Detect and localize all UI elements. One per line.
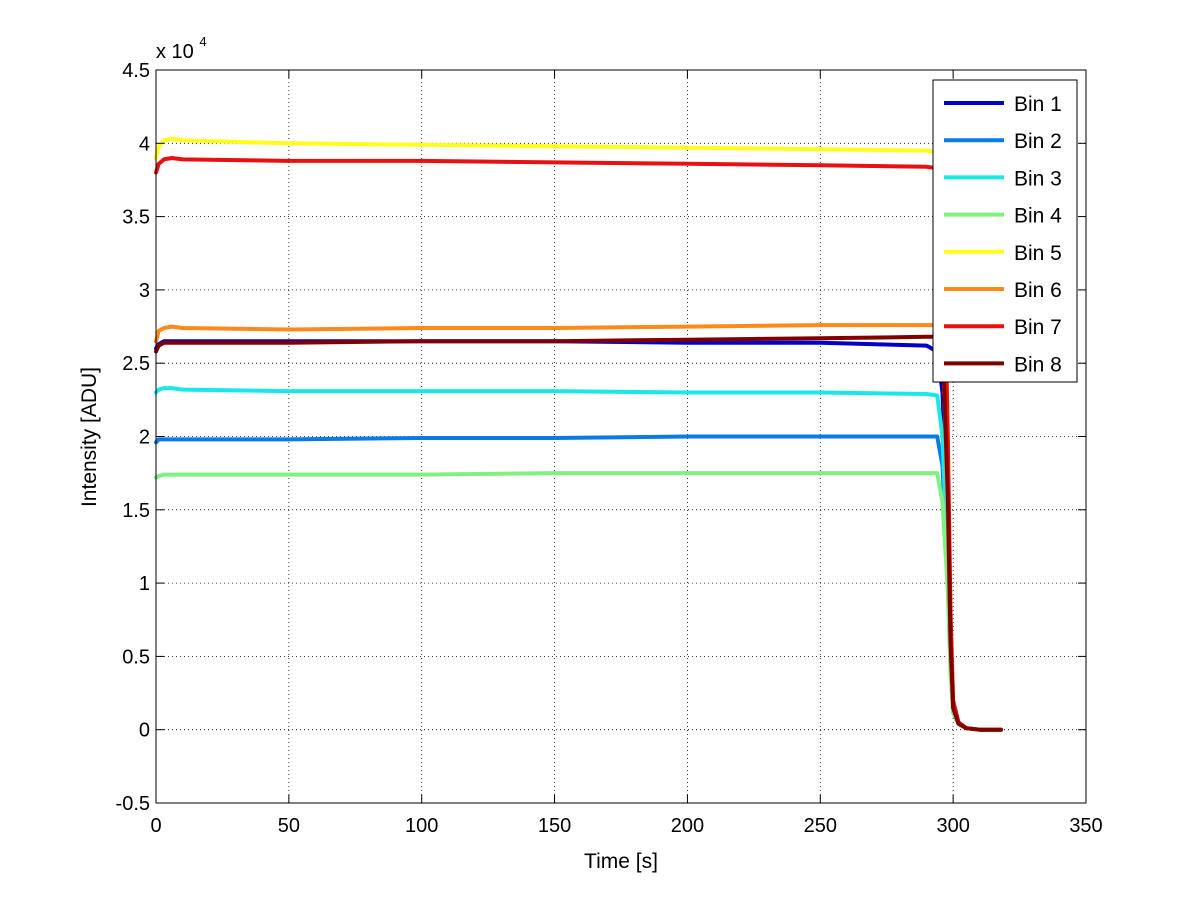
x-tick-label: 100 bbox=[405, 815, 438, 837]
legend-label: Bin 3 bbox=[1014, 167, 1062, 190]
y-tick-label: 2 bbox=[139, 427, 150, 449]
y-tick-label: 3.5 bbox=[122, 207, 150, 229]
x-tick-label: 300 bbox=[936, 815, 969, 837]
x-tick-label: 200 bbox=[671, 815, 704, 837]
series-line-bin-8 bbox=[154, 334, 1003, 732]
y-tick-label: 4 bbox=[139, 133, 150, 155]
y-tick-label: 1 bbox=[139, 573, 150, 595]
y-tick-label: -0.5 bbox=[116, 793, 150, 815]
y-tick-label: 1.5 bbox=[122, 500, 150, 522]
legend: Bin 1 Bin 2 Bin 3 Bin 4 Bin 5 Bin 6 Bin 7 Bin 8 bbox=[932, 79, 1078, 383]
x-tick-label: 0 bbox=[150, 815, 161, 837]
legend-label: Bin 7 bbox=[1014, 316, 1062, 339]
y-tick-label: 0.5 bbox=[122, 646, 150, 668]
legend-box bbox=[932, 79, 1078, 383]
legend-label: Bin 2 bbox=[1014, 130, 1062, 153]
series-lines bbox=[154, 136, 1003, 732]
y-tick-label: 2.5 bbox=[122, 353, 150, 375]
y-tick-label: 0 bbox=[139, 720, 150, 742]
legend-label: Bin 6 bbox=[1014, 279, 1062, 302]
legend-label: Bin 5 bbox=[1014, 242, 1062, 265]
y-tick-label: 3 bbox=[139, 280, 150, 302]
y-tick-label: 4.5 bbox=[122, 60, 150, 82]
x-tick-label: 50 bbox=[278, 815, 300, 837]
y-multiplier-exponent: 4 bbox=[199, 34, 206, 49]
axis-ticks: 0 50 100 150 200 250 300 350-0.500.511.522.533.… bbox=[116, 60, 1103, 837]
legend-label: Bin 1 bbox=[1014, 93, 1062, 116]
y-axis-label: Intensity [ADU] bbox=[78, 367, 101, 507]
x-tick-label: 250 bbox=[804, 815, 837, 837]
x-tick-label: 150 bbox=[538, 815, 571, 837]
legend-label: Bin 4 bbox=[1014, 205, 1062, 228]
x-tick-label: 350 bbox=[1069, 815, 1102, 837]
x-axis-label: Time [s] bbox=[584, 850, 658, 873]
y-multiplier-base: x 10 bbox=[156, 41, 194, 63]
legend-label: Bin 8 bbox=[1014, 353, 1062, 376]
y-multiplier: x 10 4 bbox=[156, 34, 207, 63]
